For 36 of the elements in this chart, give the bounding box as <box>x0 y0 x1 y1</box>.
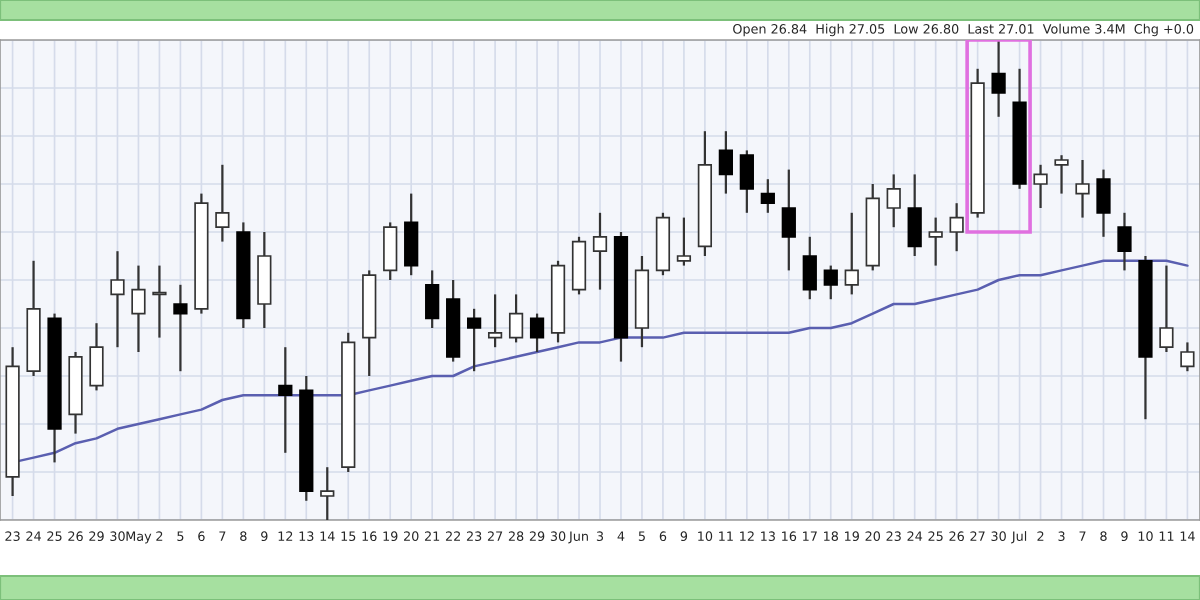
candlestick <box>110 250 125 349</box>
candlestick <box>1096 168 1111 238</box>
candlestick <box>823 264 838 301</box>
candlestick <box>886 173 901 229</box>
candlestick <box>508 293 524 344</box>
candlestick <box>802 235 817 301</box>
candlestick <box>1075 158 1090 219</box>
candlestick <box>425 269 440 330</box>
candlestick <box>487 293 503 349</box>
candlestick <box>1054 154 1069 195</box>
candlestick <box>152 264 167 339</box>
candlestick <box>991 40 1006 118</box>
candlestick <box>466 307 482 373</box>
candlestick <box>907 173 922 258</box>
candlestick <box>404 192 419 277</box>
candlestick <box>949 202 964 253</box>
candlestick <box>257 230 272 330</box>
candlestick <box>529 312 545 354</box>
candlestick <box>739 149 754 214</box>
candlestick <box>1159 264 1174 354</box>
candlestick <box>718 130 734 195</box>
candlestick <box>89 322 104 392</box>
candlestick <box>592 211 608 291</box>
candlestick <box>278 346 293 454</box>
candlestick <box>215 163 230 243</box>
candlestick <box>173 283 188 373</box>
candlestick <box>383 221 398 282</box>
candlestick <box>1180 341 1195 373</box>
candlestick <box>1033 163 1048 210</box>
candlestick <box>781 168 796 272</box>
candlestick <box>131 264 146 354</box>
candlestick <box>760 178 775 214</box>
candlestick <box>676 216 692 267</box>
candlestick <box>1117 211 1132 272</box>
candlestick <box>928 216 943 267</box>
candlestick <box>844 211 859 296</box>
